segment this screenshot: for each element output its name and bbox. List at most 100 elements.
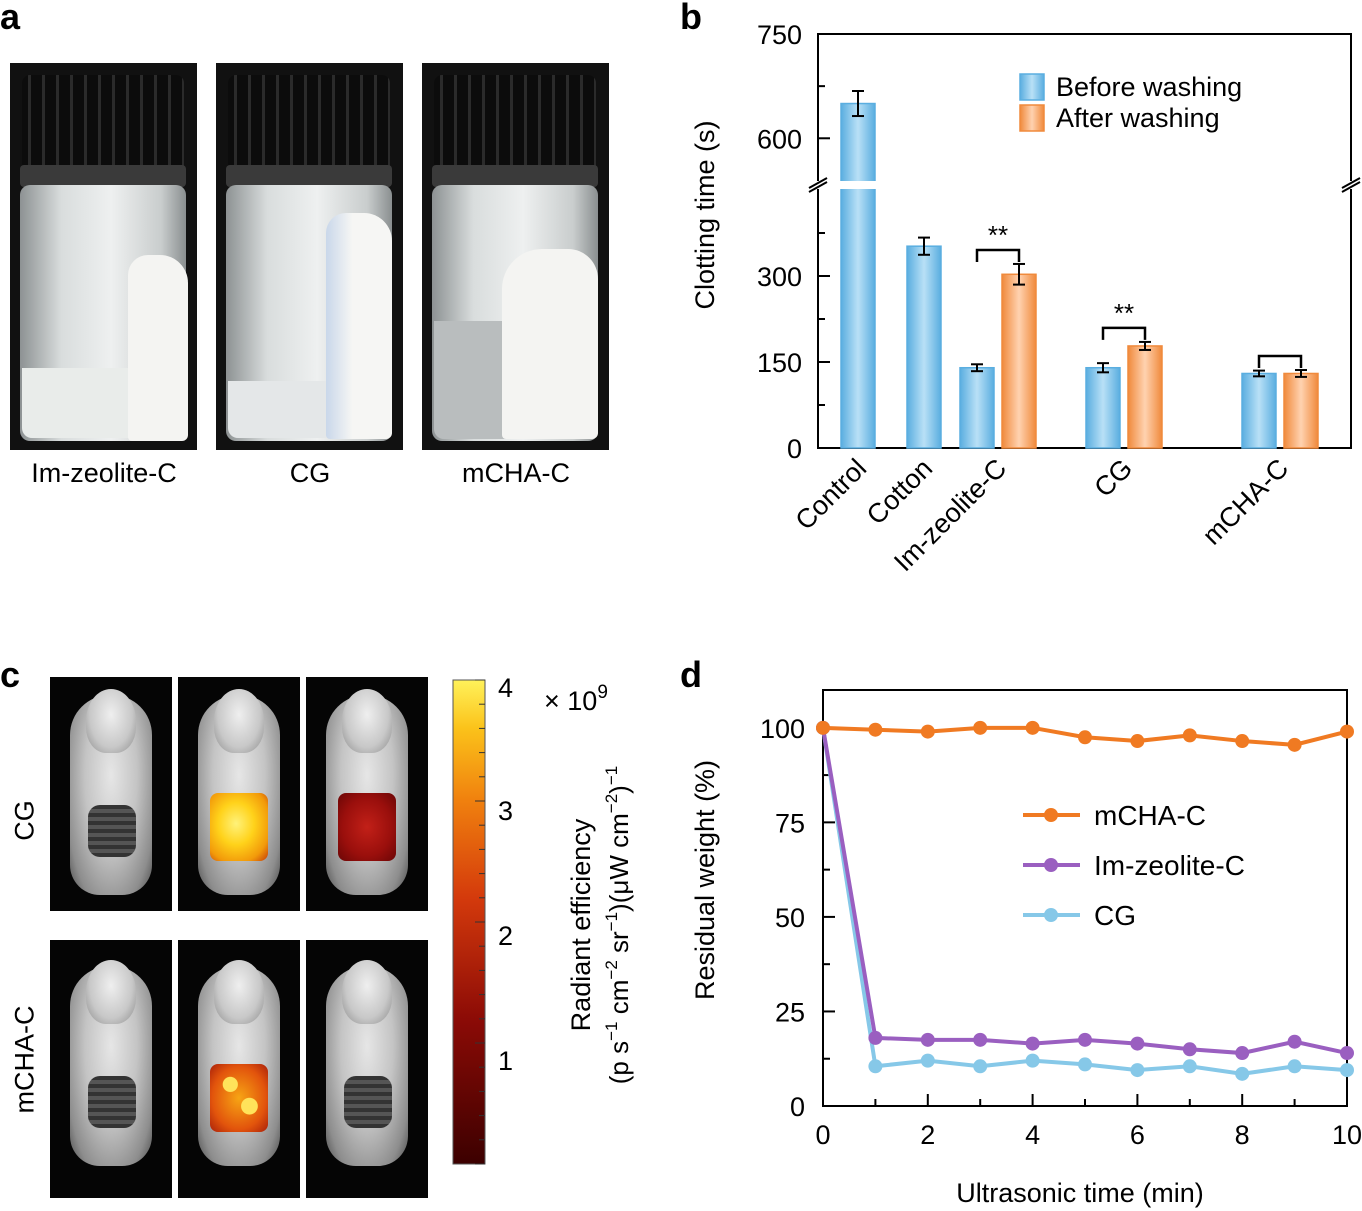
legend-label: Im-zeolite-C bbox=[1094, 850, 1245, 881]
vial-photo-mcha-c bbox=[422, 63, 609, 450]
y-axis-label: Clotting time (s) bbox=[690, 120, 720, 309]
x-tick-label: mCHA-C bbox=[1197, 453, 1295, 551]
data-point bbox=[973, 1059, 988, 1074]
x-tick-label: 0 bbox=[815, 1120, 830, 1150]
series-line-cg bbox=[821, 727, 1348, 1076]
data-point bbox=[973, 720, 988, 735]
panel-d-chart: 0 25 50 75 100 0 2 4 6 8 10 mCHA-C Im-zeolite-C CG Re… bbox=[690, 689, 1362, 1208]
colorbar: 4 3 2 1 × 109 Radiant efficiency (p s−1 … bbox=[452, 673, 634, 1165]
x-tick-label: 8 bbox=[1235, 1120, 1250, 1150]
significance-bracket bbox=[1101, 326, 1147, 340]
colorbar-label-line2: (p s−1 cm−2 sr−1)(μW cm−2)−1 bbox=[602, 766, 634, 1084]
bar-mcha-c-after bbox=[1283, 372, 1319, 449]
panel-label-a: a bbox=[0, 0, 21, 37]
bar-break-gap bbox=[840, 181, 876, 189]
bar-cg-after bbox=[1127, 345, 1163, 449]
mouse-image-mcha-c-3 bbox=[306, 940, 428, 1198]
data-point bbox=[1235, 1066, 1250, 1081]
data-point bbox=[868, 722, 883, 737]
panel-label-b: b bbox=[680, 0, 702, 37]
axis-break-mark bbox=[808, 177, 828, 189]
legend-marker bbox=[1044, 908, 1058, 922]
legend-label: mCHA-C bbox=[1094, 800, 1206, 831]
data-point bbox=[973, 1032, 988, 1047]
x-tick-label: 6 bbox=[1130, 1120, 1145, 1150]
colorbar-tick-4: 4 bbox=[498, 673, 513, 703]
mouse-image-cg-1 bbox=[50, 677, 172, 911]
mouse-image-mcha-c-2 bbox=[178, 940, 300, 1198]
legend-swatch bbox=[1019, 73, 1045, 101]
data-point bbox=[1287, 1034, 1302, 1049]
x-axis-label: Ultrasonic time (min) bbox=[956, 1178, 1204, 1208]
data-point bbox=[1130, 1063, 1145, 1078]
data-point bbox=[1235, 1046, 1250, 1061]
series-line-im-zeolite-c bbox=[821, 727, 1348, 1056]
mouse-image-cg-2 bbox=[178, 677, 300, 911]
data-point bbox=[1182, 1042, 1197, 1057]
data-point bbox=[1078, 1032, 1092, 1047]
y-tick-label: 150 bbox=[757, 348, 802, 378]
significance-label: ** bbox=[1114, 298, 1134, 328]
data-point bbox=[920, 1053, 935, 1068]
legend-label: After washing bbox=[1056, 103, 1220, 133]
vial-label-im-zeolite-c: Im-zeolite-C bbox=[31, 458, 177, 488]
panel-label-d: d bbox=[680, 654, 702, 695]
data-point bbox=[1182, 1059, 1197, 1074]
data-point bbox=[1182, 728, 1197, 743]
vial-label-mcha-c: mCHA-C bbox=[462, 458, 570, 488]
data-point bbox=[1078, 730, 1092, 745]
y-tick-label: 0 bbox=[790, 1092, 805, 1122]
data-point bbox=[920, 724, 935, 739]
data-point bbox=[1130, 1036, 1145, 1051]
mouse-image-mcha-c-1 bbox=[50, 940, 172, 1198]
y-axis-label: Residual weight (%) bbox=[690, 760, 720, 1000]
x-tick-label: 10 bbox=[1332, 1120, 1362, 1150]
vial-photo-cg bbox=[216, 63, 403, 450]
y-tick-label: 50 bbox=[775, 903, 805, 933]
vial-photo-im-zeolite-c bbox=[10, 63, 197, 450]
bar-mcha-c-before bbox=[1241, 372, 1277, 449]
legend-label: CG bbox=[1094, 900, 1136, 931]
axis-break-mark bbox=[1341, 177, 1361, 189]
y-tick-label: 100 bbox=[760, 714, 805, 744]
data-point bbox=[1025, 720, 1040, 735]
colorbar-tick-1: 1 bbox=[498, 1046, 513, 1076]
significance-label: ** bbox=[988, 220, 1008, 250]
data-point bbox=[1235, 734, 1250, 749]
data-point bbox=[920, 1032, 935, 1047]
data-point bbox=[1025, 1053, 1040, 1068]
plot-frame bbox=[817, 33, 1352, 449]
data-point bbox=[816, 720, 830, 735]
colorbar-label-line1: Radiant efficiency bbox=[566, 818, 596, 1031]
panel-b-chart: 0150300600750****ControlCottonIm-zeolite… bbox=[690, 20, 1361, 577]
row-label-mcha-c: mCHA-C bbox=[9, 1005, 40, 1114]
axis-break-gap bbox=[808, 181, 1361, 189]
colorbar-tick-2: 2 bbox=[498, 921, 513, 951]
vial-label-cg: CG bbox=[289, 458, 331, 488]
data-point bbox=[1340, 1046, 1354, 1061]
x-tick-label: Control bbox=[789, 453, 872, 536]
data-point bbox=[1130, 734, 1145, 749]
data-point bbox=[868, 1030, 883, 1045]
bar-im-zeolite-c-before bbox=[959, 366, 995, 449]
legend-label: Before washing bbox=[1056, 72, 1242, 102]
data-point bbox=[1340, 1063, 1354, 1078]
legend-marker bbox=[1044, 858, 1058, 872]
legend-marker bbox=[1044, 808, 1058, 822]
y-tick-label: 25 bbox=[775, 997, 805, 1027]
data-point bbox=[1287, 1059, 1302, 1074]
panel-label-c: c bbox=[0, 654, 21, 695]
data-point bbox=[868, 1059, 883, 1074]
axis-break-mark bbox=[808, 181, 828, 193]
significance-bracket bbox=[1257, 354, 1303, 369]
data-point bbox=[1025, 1036, 1040, 1051]
bar-cg-before bbox=[1085, 366, 1121, 449]
colorbar-scale: × 109 bbox=[544, 682, 608, 716]
bar-cotton-before bbox=[906, 245, 942, 449]
legend-swatch bbox=[1019, 104, 1045, 132]
x-tick-label: 2 bbox=[920, 1120, 935, 1150]
y-tick-label: 600 bbox=[757, 124, 802, 154]
mouse-image-cg-3 bbox=[306, 677, 428, 911]
x-tick-label: CG bbox=[1088, 453, 1138, 503]
colorbar-tick-3: 3 bbox=[498, 796, 513, 826]
